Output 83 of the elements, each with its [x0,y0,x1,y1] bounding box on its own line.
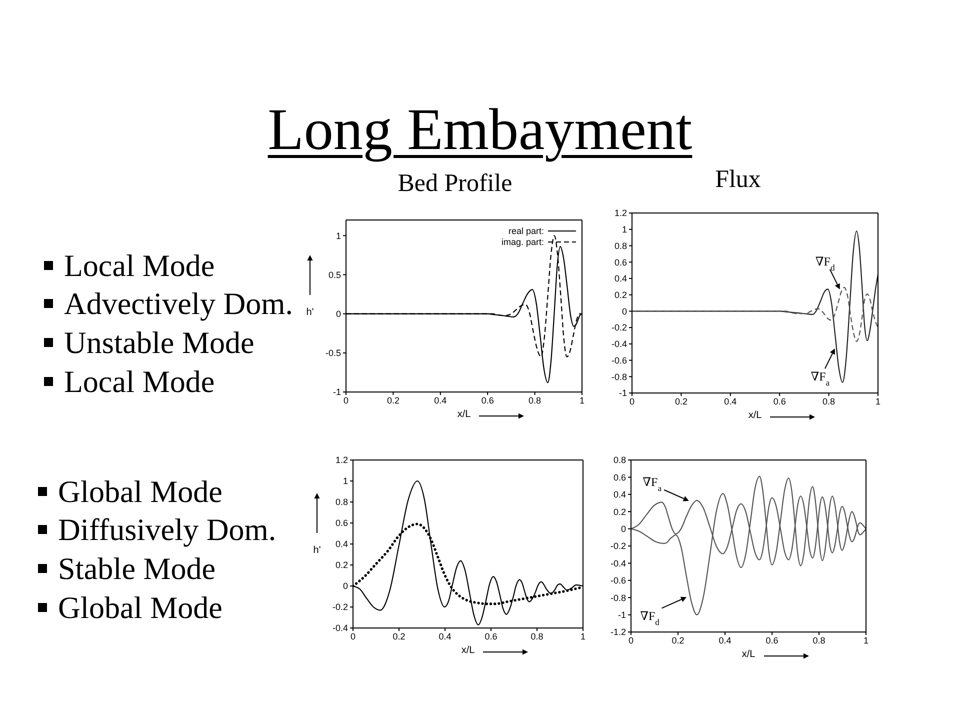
y-tick-label: -0.6 [610,576,626,586]
y-tick-label: -1 [332,387,341,398]
y-tick-label: 1 [342,476,348,486]
y-tick-label: 1 [336,230,341,241]
annotation: ∇F$_{a}$ [810,370,830,388]
text: Diffusively Dom. [58,512,276,548]
y-tick-label: -0.4 [332,623,348,634]
annotation: ∇F$_{d}$ [815,254,836,272]
y-tick-label: 0 [336,309,341,320]
x-tick-label: 0.2 [672,635,684,646]
y-tick-label: 0.4 [613,490,626,500]
chart-title: Bed Profile [398,170,512,197]
y-tick-label: -0.6 [611,355,627,366]
x-tick-label: 0.2 [674,396,688,406]
text: Unstable Mode [64,324,254,360]
x-axis-title: x/L [742,649,756,660]
y-tick-label: 0.6 [614,257,627,268]
text: Stable Mode [58,550,216,586]
y-tick-label: -0.2 [332,602,348,612]
text: Long Embayment [268,96,692,162]
text: Global Mode [58,590,222,625]
x-axis-title: x/L [457,409,471,420]
y-tick-label: 0 [342,581,348,592]
text: Advectively Dom. [64,286,294,322]
y-tick-label: 0.5 [328,270,341,280]
x-axis-title: x/L [748,410,762,421]
y-tick-label: 0.4 [614,274,627,284]
legend-label: real part: [508,226,544,236]
y-tick-label: 0.6 [335,518,348,528]
y-tick-label: -1 [618,610,626,620]
x-tick-label: 0.4 [724,396,737,406]
y-tick-label: 0.2 [613,506,626,517]
chart-title: Flux [715,166,761,193]
y-tick-label: -0.8 [610,592,626,603]
y-tick-label: 0 [620,524,626,534]
x-tick-label: 0.6 [766,635,778,646]
x-tick-label: 0.4 [718,635,732,646]
x-tick-label: 0.8 [822,396,836,406]
x-tick-label: 0 [628,635,634,646]
x-tick-label: 0.6 [773,396,786,406]
y-tick-label: 0.8 [335,497,348,508]
x-tick-label: 1 [579,395,585,406]
x-tick-label: 0.2 [392,631,406,642]
x-tick-label: 0 [629,396,635,406]
y-tick-label: 1 [622,224,627,235]
x-tick-label: 0.6 [481,395,494,406]
y-tick-label: 0.8 [614,240,627,251]
y-tick-label: 0.2 [335,560,348,570]
annotation: ∇F$_{a}$ [642,474,662,493]
y-axis-title: h' [313,545,321,556]
x-tick-label: 1 [875,396,881,406]
annotation: ∇F$_{d}$ [640,609,660,628]
y-tick-label: -0.4 [610,558,626,568]
y-tick-label: -1 [618,388,627,398]
y-tick-label: -0.2 [610,541,626,552]
y-tick-label: 1.2 [335,455,348,466]
y-tick-label: 0.4 [335,539,348,550]
x-axis-title: x/L [461,645,475,656]
legend-label: imag. part: [501,236,544,246]
x-tick-label: 0.6 [484,631,498,642]
text: Local Mode [64,248,215,283]
y-tick-label: -0.5 [325,348,341,358]
x-tick-label: 0.8 [528,395,542,406]
x-tick-label: 1 [863,635,869,646]
y-tick-label: 0 [622,306,627,316]
text: Global Mode [58,474,222,509]
text: Local Mode [64,364,215,399]
y-axis-title: h' [306,307,314,318]
y-tick-label: -1.2 [610,627,626,638]
x-tick-label: 1 [580,631,586,642]
x-tick-label: 0.8 [530,631,544,642]
x-tick-label: 0.4 [434,395,447,406]
y-tick-label: -0.4 [611,339,627,350]
y-tick-label: 0.2 [614,290,627,300]
y-tick-label: 0.8 [613,455,626,466]
y-tick-label: -0.8 [611,372,627,382]
x-tick-label: 0.2 [386,395,400,406]
y-tick-label: 0.6 [613,472,626,482]
x-tick-label: 0.8 [812,635,826,646]
x-tick-label: 0 [350,631,356,642]
y-tick-label: -0.2 [611,322,627,333]
y-tick-label: 1.2 [614,208,627,218]
x-tick-label: 0.4 [438,631,452,642]
